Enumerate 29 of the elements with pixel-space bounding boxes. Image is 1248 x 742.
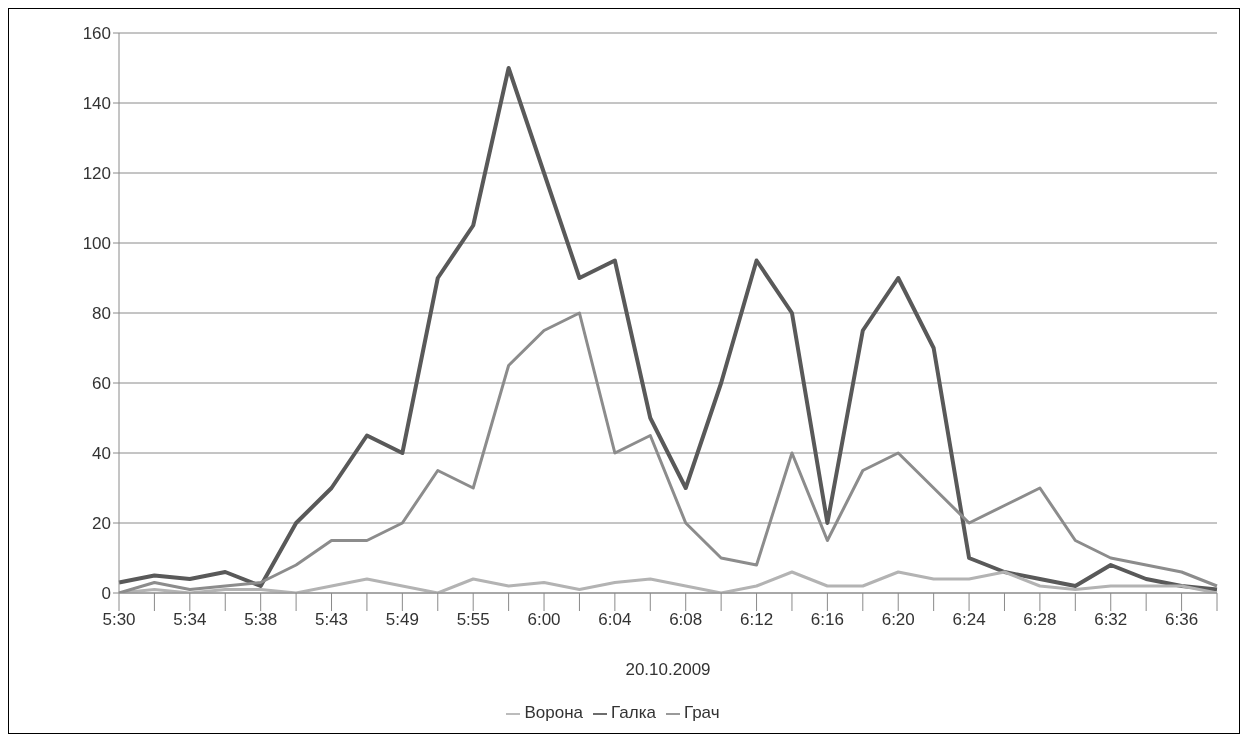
x-tick-label: 5:49 — [385, 610, 419, 630]
x-tick-label: 6:28 — [1023, 610, 1057, 630]
y-tick-label: 0 — [101, 584, 111, 604]
x-tick-label: 6:36 — [1165, 610, 1199, 630]
x-tick-label: 6:00 — [527, 610, 561, 630]
y-tick-label: 80 — [92, 304, 111, 324]
legend-label: Грач — [683, 703, 720, 722]
y-tick-label: 20 — [92, 514, 111, 534]
x-tick-label: 5:34 — [173, 610, 207, 630]
legend-label: Галка — [611, 703, 656, 722]
x-tick-label: 6:08 — [669, 610, 703, 630]
x-tick-label: 6:24 — [952, 610, 986, 630]
legend-label: Ворона — [524, 703, 583, 722]
x-tick-label: 6:20 — [881, 610, 915, 630]
y-tick-label: 120 — [82, 164, 111, 184]
x-tick-label: 5:38 — [244, 610, 278, 630]
y-tick-label: 140 — [82, 94, 111, 114]
x-tick-label: 6:04 — [598, 610, 632, 630]
x-tick-label: 6:32 — [1094, 610, 1128, 630]
y-tick-label: 40 — [92, 444, 111, 464]
y-tick-label: 160 — [82, 24, 111, 44]
x-tick-label: 6:16 — [810, 610, 844, 630]
x-axis-title: 20.10.2009 — [625, 660, 711, 679]
x-tick-label: 5:55 — [456, 610, 490, 630]
y-tick-label: 100 — [82, 234, 111, 254]
x-tick-label: 5:43 — [314, 610, 349, 630]
x-tick-label: 6:12 — [740, 610, 774, 630]
x-tick-label: 5:30 — [102, 610, 136, 630]
y-tick-label: 60 — [92, 374, 111, 394]
